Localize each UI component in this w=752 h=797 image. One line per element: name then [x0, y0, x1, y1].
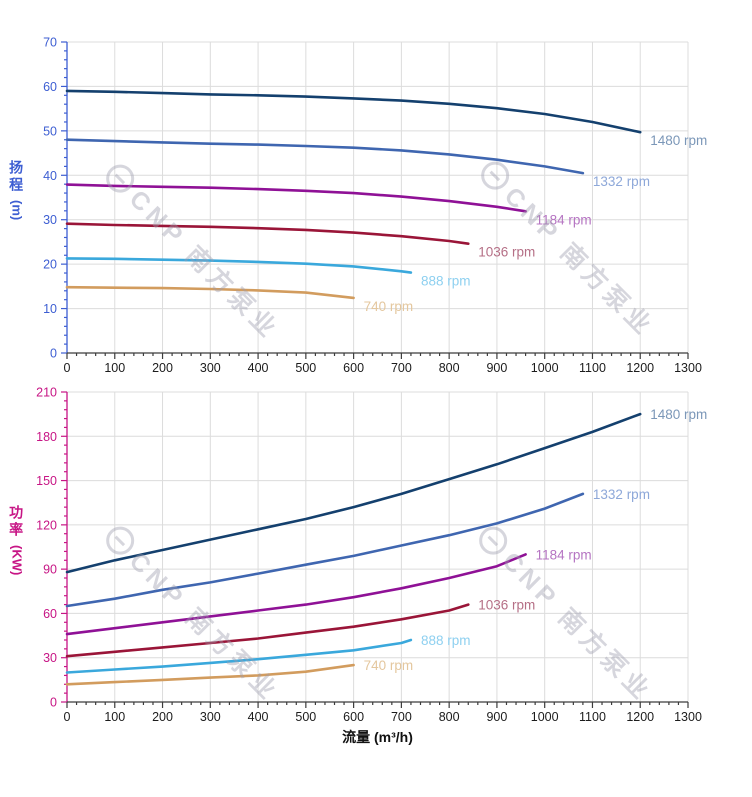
x-tick-label: 800 — [439, 361, 460, 375]
x-tick-label: 100 — [104, 361, 125, 375]
series-label-888-rpm: 888 rpm — [421, 633, 471, 648]
series-label-1480-rpm: 1480 rpm — [650, 133, 707, 148]
x-tick-label: 200 — [152, 361, 173, 375]
x-tick-label: 1300 — [674, 361, 702, 375]
series-line-1184-rpm — [65, 183, 527, 213]
x-tick-label: 600 — [343, 361, 364, 375]
x-tick-label: 900 — [486, 710, 507, 724]
series-label-1332-rpm: 1332 rpm — [593, 174, 650, 189]
x-tick-label: 1200 — [626, 361, 654, 375]
x-tick-label: 700 — [391, 361, 412, 375]
x-tick-label: 1300 — [674, 710, 702, 724]
x-tick-label: 200 — [152, 710, 173, 724]
y-tick-label: 210 — [36, 386, 57, 400]
series-label-1332-rpm: 1332 rpm — [593, 487, 650, 502]
head-axis-unit: (m) — [9, 200, 25, 221]
x-axis-title-flow: 流量 (m³/h) — [342, 729, 413, 745]
y-tick-label: 120 — [36, 518, 57, 532]
series-label-1184-rpm: 1184 rpm — [536, 212, 592, 227]
x-tick-label: 300 — [200, 361, 221, 375]
series-label-888-rpm: 888 rpm — [421, 274, 471, 289]
y-tick-label: 20 — [43, 258, 57, 272]
y-tick-label: 180 — [36, 430, 57, 444]
series-label-740-rpm: 740 rpm — [364, 299, 414, 314]
x-tick-label: 1100 — [579, 710, 606, 724]
y-tick-label: 40 — [43, 169, 57, 183]
x-tick-label: 800 — [439, 710, 460, 724]
series-line-1036-rpm — [65, 222, 470, 245]
x-tick-label: 400 — [248, 710, 269, 724]
series-line-1480-rpm — [65, 89, 642, 134]
y-axis-title-head: 扬程 (m) — [8, 160, 24, 220]
x-tick-label: 0 — [64, 710, 71, 724]
y-tick-label: 90 — [43, 563, 57, 577]
y-tick-label: 10 — [43, 302, 57, 316]
series-line-1184-rpm — [65, 553, 527, 636]
y-tick-label: 150 — [36, 474, 57, 488]
y-tick-label: 60 — [43, 80, 57, 94]
y-tick-label: 30 — [43, 213, 57, 227]
head-axis-label: 扬程 — [8, 160, 25, 194]
series-label-1480-rpm: 1480 rpm — [650, 407, 707, 422]
series-line-1332-rpm — [65, 492, 585, 608]
x-tick-label: 600 — [343, 710, 364, 724]
x-tick-label: 1200 — [626, 710, 654, 724]
series-line-888-rpm — [65, 257, 413, 274]
y-axis-title-power: 功率 (KW) — [8, 505, 24, 575]
y-tick-label: 50 — [43, 124, 57, 138]
series-label-740-rpm: 740 rpm — [364, 658, 414, 673]
x-tick-label: 1000 — [531, 361, 559, 375]
series-line-1332-rpm — [65, 138, 585, 175]
x-tick-label: 1000 — [531, 710, 559, 724]
x-tick-label: 900 — [486, 361, 507, 375]
x-tick-label: 500 — [295, 361, 316, 375]
series-line-740-rpm — [65, 285, 355, 300]
power-axis-unit: (KW) — [9, 545, 25, 576]
y-tick-label: 70 — [43, 36, 57, 50]
x-tick-label: 0 — [64, 361, 71, 375]
series-line-740-rpm — [65, 663, 355, 686]
y-tick-label: 0 — [50, 347, 57, 361]
x-tick-label: 100 — [104, 710, 125, 724]
series-label-1184-rpm: 1184 rpm — [536, 547, 592, 562]
series-line-1480-rpm — [65, 412, 642, 574]
series-line-1036-rpm — [65, 603, 470, 658]
series-label-1036-rpm: 1036 rpm — [478, 245, 535, 260]
y-tick-label: 60 — [43, 607, 57, 621]
x-tick-label: 400 — [248, 361, 269, 375]
x-tick-label: 700 — [391, 710, 412, 724]
y-tick-label: 0 — [50, 696, 57, 710]
power-axis-label: 功率 — [8, 505, 25, 539]
series-line-888-rpm — [65, 638, 413, 674]
x-tick-label: 300 — [200, 710, 221, 724]
x-tick-label: 1100 — [579, 361, 606, 375]
y-tick-label: 30 — [43, 651, 57, 665]
series-label-1036-rpm: 1036 rpm — [478, 598, 535, 613]
x-tick-label: 500 — [295, 710, 316, 724]
